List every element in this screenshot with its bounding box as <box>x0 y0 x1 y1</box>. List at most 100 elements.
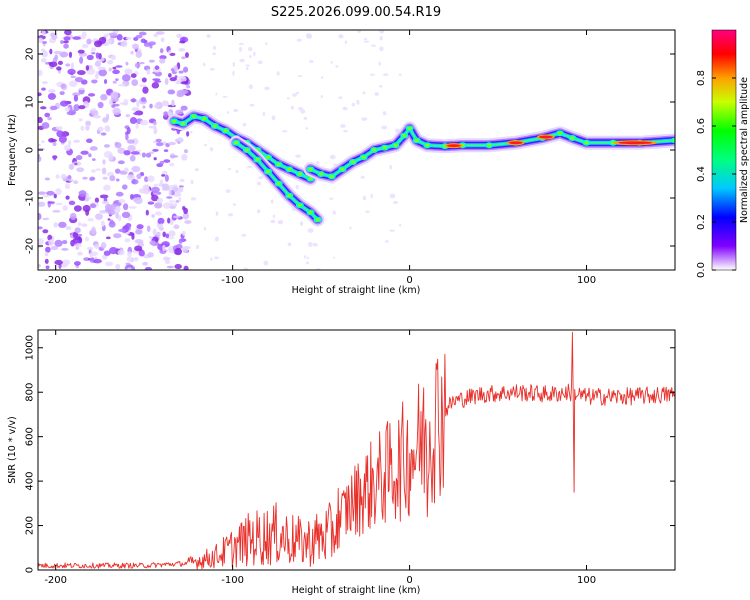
noise-speckle <box>178 48 186 52</box>
noise-speckle <box>246 66 249 71</box>
noise-speckle <box>164 174 169 182</box>
ridge-blob-core <box>372 148 377 152</box>
noise-speckle <box>135 50 142 59</box>
hot-segment-core <box>618 141 653 145</box>
ridge-blob-core <box>181 122 186 126</box>
noise-speckle <box>81 31 87 38</box>
noise-speckle <box>79 56 84 64</box>
noise-speckle <box>73 180 79 185</box>
noise-speckle <box>132 138 139 145</box>
noise-speckle <box>148 59 155 63</box>
noise-speckle <box>135 229 143 235</box>
noise-speckle <box>90 47 97 52</box>
noise-speckle <box>114 168 121 174</box>
noise-speckle <box>76 70 86 76</box>
noise-speckle <box>151 82 160 89</box>
noise-speckle <box>41 40 48 44</box>
noise-speckle <box>98 69 108 77</box>
noise-speckle <box>91 79 98 84</box>
noise-speckle <box>270 219 276 224</box>
noise-speckle <box>95 52 100 59</box>
noise-speckle <box>92 158 96 161</box>
noise-speckle <box>214 236 219 242</box>
noise-speckle <box>149 103 153 109</box>
noise-speckle <box>154 202 163 209</box>
noise-speckle <box>115 191 124 197</box>
noise-speckle <box>92 107 96 112</box>
noise-speckle <box>73 139 81 143</box>
noise-speckle <box>179 178 185 183</box>
snr-y-tick-label: 400 <box>25 472 36 491</box>
noise-speckle <box>398 73 402 76</box>
noise-speckle <box>56 66 62 71</box>
noise-speckle <box>178 239 183 244</box>
noise-speckle <box>295 184 299 190</box>
noise-speckle <box>248 84 253 90</box>
noise-speckle <box>130 73 137 78</box>
noise-speckle <box>363 40 370 43</box>
noise-speckle <box>94 197 100 203</box>
noise-speckle <box>159 223 164 230</box>
noise-speckle <box>131 179 139 185</box>
noise-speckle <box>130 50 134 55</box>
noise-speckle <box>157 217 165 225</box>
noise-speckle <box>370 193 374 199</box>
noise-speckle <box>117 249 125 256</box>
noise-speckle <box>87 218 94 222</box>
ridge-blob-core <box>487 143 492 147</box>
noise-speckle <box>91 109 99 117</box>
noise-speckle <box>271 115 276 121</box>
ridge-blob-core <box>297 172 302 176</box>
noise-speckle <box>118 228 126 233</box>
noise-speckle <box>189 130 193 134</box>
noise-speckle <box>48 61 58 68</box>
colorbar-tick-label: 0.8 <box>696 70 707 86</box>
noise-speckle <box>303 255 307 259</box>
noise-speckle <box>175 109 184 115</box>
noise-speckle <box>332 210 336 215</box>
noise-speckle <box>54 239 63 247</box>
noise-speckle <box>159 160 165 165</box>
noise-speckle <box>74 77 84 83</box>
noise-speckle <box>246 165 253 168</box>
noise-speckle <box>253 51 256 57</box>
noise-speckle <box>329 154 336 160</box>
noise-speckle <box>312 242 318 247</box>
noise-speckle <box>80 150 89 155</box>
noise-speckle <box>100 93 108 101</box>
noise-speckle <box>225 189 231 193</box>
noise-speckle <box>202 62 206 67</box>
noise-speckle <box>40 48 46 52</box>
noise-speckle <box>130 265 136 270</box>
noise-speckle <box>100 220 105 227</box>
noise-speckle <box>115 211 119 219</box>
noise-speckle <box>169 218 174 226</box>
noise-speckle <box>81 223 88 227</box>
noise-speckle <box>161 183 170 189</box>
noise-speckle <box>120 40 128 48</box>
noise-speckle <box>243 267 248 270</box>
page-title: S225.2026.099.00.54.R19 <box>271 5 441 20</box>
noise-speckle <box>160 37 165 42</box>
noise-speckle <box>362 195 367 201</box>
noise-speckle <box>209 147 214 152</box>
noise-speckle <box>308 60 314 63</box>
noise-speckle <box>238 42 245 46</box>
noise-speckle <box>393 200 398 205</box>
noise-speckle <box>382 73 389 76</box>
colorbar-label: Normalized spectral amplitude <box>739 77 750 223</box>
ridge-blob-core <box>287 194 292 198</box>
noise-speckle <box>73 205 82 212</box>
noise-speckle <box>154 80 162 83</box>
noise-speckle <box>118 83 126 87</box>
noise-speckle <box>113 201 119 204</box>
noise-speckle <box>47 234 53 241</box>
snr-x-tick-label: 0 <box>406 575 412 586</box>
noise-speckle <box>127 267 132 270</box>
noise-speckle <box>165 233 170 239</box>
noise-speckle <box>126 127 131 135</box>
noise-speckle <box>245 64 250 67</box>
noise-speckle <box>103 144 111 148</box>
